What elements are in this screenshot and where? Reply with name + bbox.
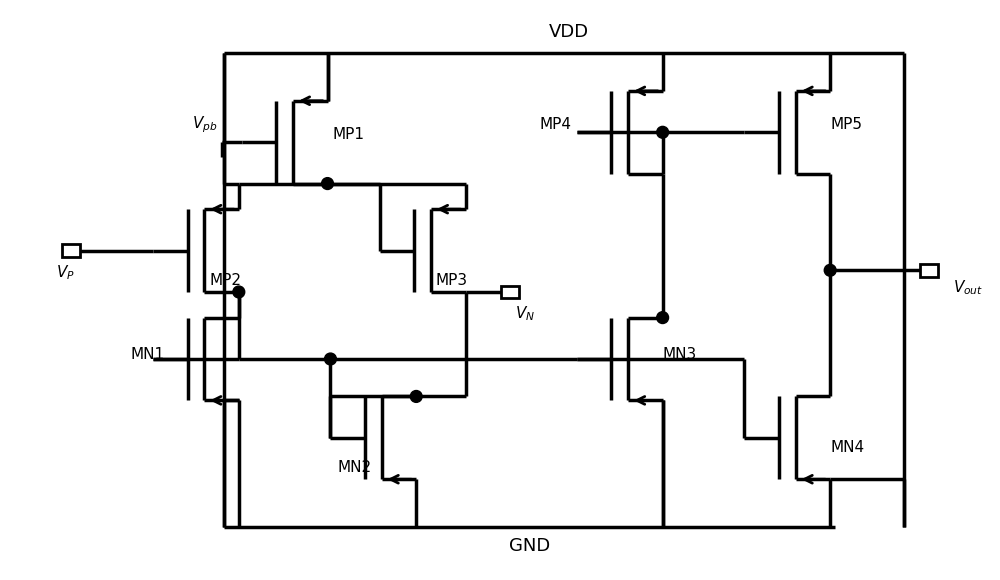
Text: MP5: MP5 <box>830 117 862 132</box>
Bar <box>920 264 938 277</box>
Text: MP2: MP2 <box>209 273 241 288</box>
Text: $V_P$: $V_P$ <box>56 263 75 282</box>
Bar <box>501 285 519 298</box>
Text: $V_{out}$: $V_{out}$ <box>953 278 984 298</box>
Circle shape <box>410 390 422 403</box>
Text: MN3: MN3 <box>663 347 697 361</box>
Text: MN4: MN4 <box>830 440 864 455</box>
Circle shape <box>657 311 669 324</box>
Circle shape <box>824 264 836 276</box>
Text: MP4: MP4 <box>539 117 571 132</box>
Circle shape <box>657 126 669 138</box>
Text: $V_N$: $V_N$ <box>515 304 535 323</box>
Circle shape <box>233 286 245 298</box>
Text: $V_{pb}$: $V_{pb}$ <box>192 114 217 135</box>
Text: GND: GND <box>509 537 550 555</box>
Text: MN1: MN1 <box>130 347 165 361</box>
Text: MP3: MP3 <box>436 273 468 288</box>
Text: MP1: MP1 <box>332 127 364 142</box>
Circle shape <box>322 177 333 190</box>
Text: VDD: VDD <box>549 23 589 41</box>
Bar <box>62 244 80 257</box>
Circle shape <box>325 353 336 365</box>
Text: MN2: MN2 <box>337 460 371 475</box>
